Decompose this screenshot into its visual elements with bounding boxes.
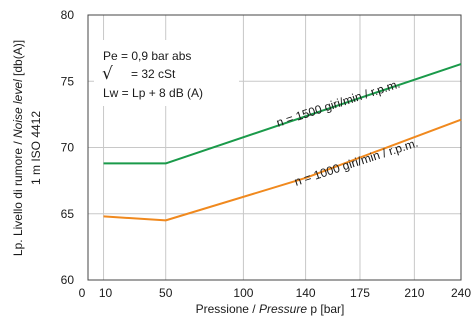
legend-lw: Lw = Lp + 8 dB (A): [103, 86, 203, 100]
plot-frame: [87, 14, 462, 281]
x-tick-label: 140: [296, 286, 316, 300]
series-line-0: [103, 63, 462, 165]
x-tick-labels: 0 10 50 100 140 175 210 240: [79, 286, 472, 300]
legend-viscosity: = 32 cSt: [131, 67, 176, 81]
x-tick-label: 175: [350, 286, 370, 300]
x-axis-title: Pressione / Pressure p [bar]: [196, 302, 345, 316]
y-tick-labels: 60 65 70 75 80: [61, 8, 75, 287]
y-tick-label: 65: [61, 207, 75, 221]
y-tick-label: 70: [61, 141, 75, 155]
y-tick-label: 60: [61, 273, 75, 287]
x-tick-label: 210: [404, 286, 424, 300]
series-label-1000: n = 1000 giri/min / r.p.m.: [293, 136, 420, 189]
series-label-1500: n = 1500 giri/min / r.p.m.: [275, 77, 402, 130]
series-line-1: [103, 118, 462, 222]
y-axis-title: Lp. Livello di rumore / Noise level [db(…: [11, 40, 25, 256]
series-lines: [103, 63, 462, 222]
x-tick-label: 10: [99, 286, 113, 300]
y-tick-label: 75: [61, 74, 75, 88]
viscosity-symbol: √: [102, 64, 113, 84]
legend-pe: Pe = 0,9 bar abs: [103, 49, 191, 63]
x-tick-label: 100: [233, 286, 253, 300]
x-tick-label: 0: [79, 286, 86, 300]
legend-box: [94, 40, 239, 106]
y-tick-label: 80: [61, 8, 75, 22]
x-tick-label: 240: [451, 286, 471, 300]
conditions-legend: Pe = 0,9 bar abs √ = 32 cSt Lw = Lp + 8 …: [94, 40, 239, 106]
x-tick-label: 50: [159, 286, 173, 300]
y-axis-subtitle: 1 m ISO 4412: [29, 111, 43, 185]
